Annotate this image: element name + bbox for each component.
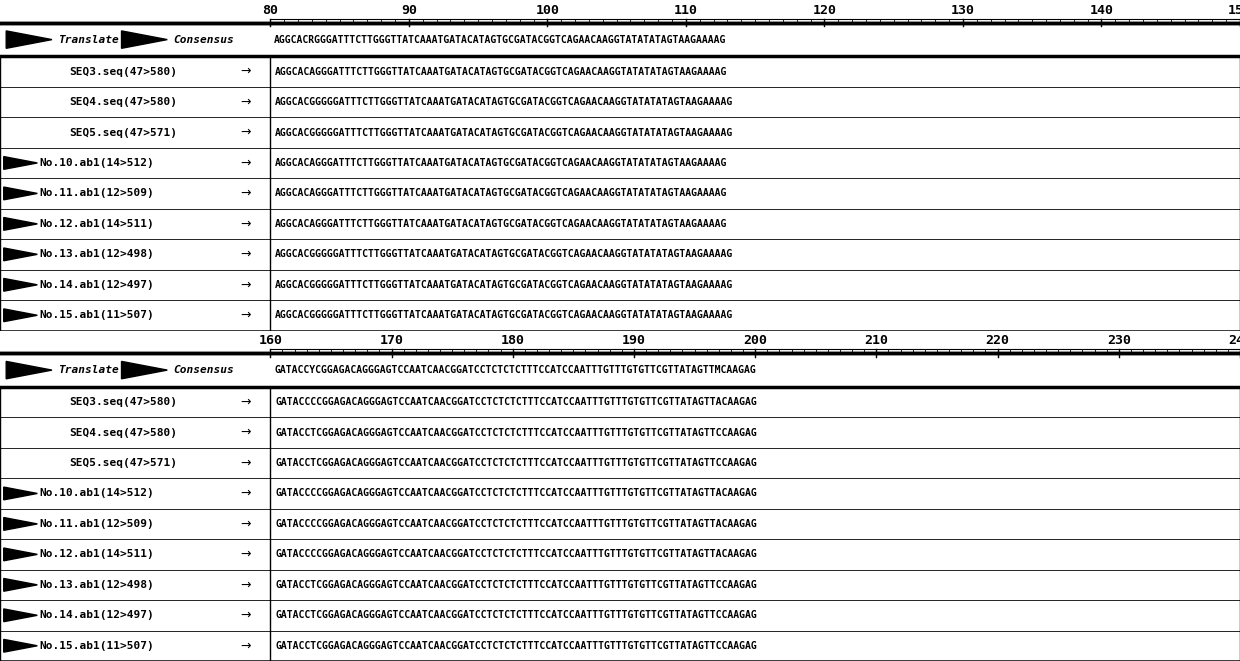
Text: →: →	[241, 248, 250, 261]
Text: AGGCACAGGGATTTCTTGGGTTATCAAATGATACATAGTGCGATACGGTCAGAACAAGGTATATATAGTAAGAAAAG: AGGCACAGGGATTTCTTGGGTTATCAAATGATACATAGTG…	[275, 67, 728, 77]
Text: 210: 210	[864, 334, 888, 348]
Text: SEQ3.seq(47>580): SEQ3.seq(47>580)	[68, 67, 177, 77]
Polygon shape	[4, 639, 37, 652]
Text: →: →	[241, 278, 250, 292]
Text: →: →	[241, 96, 250, 108]
Text: Consensus: Consensus	[174, 365, 234, 375]
Text: →: →	[241, 518, 250, 530]
Text: GATACCTCGGAGACAGGGAGTCCAATCAACGGATCCTCTCTCTTTCCATCCAATTTGTTTGTGTTCGTTATAGTTCCAAG: GATACCTCGGAGACAGGGAGTCCAATCAACGGATCCTCTC…	[275, 458, 758, 468]
Text: AGGCACRGGGATTTCTTGGGTTATCAAATGATACATAGTGCGATACGGTCAGAACAAGGTATATATAGTAAGAAAAG: AGGCACRGGGATTTCTTGGGTTATCAAATGATACATAGTG…	[274, 34, 727, 44]
Text: SEQ5.seq(47>571): SEQ5.seq(47>571)	[68, 128, 177, 137]
Text: 100: 100	[536, 4, 559, 17]
Text: Consensus: Consensus	[174, 34, 234, 44]
Text: 230: 230	[1107, 334, 1131, 348]
Text: AGGCACAGGGATTTCTTGGGTTATCAAATGATACATAGTGCGATACGGTCAGAACAAGGTATATATAGTAAGAAAAG: AGGCACAGGGATTTCTTGGGTTATCAAATGATACATAGTG…	[275, 219, 728, 229]
Text: →: →	[241, 548, 250, 561]
Text: No.14.ab1(12>497): No.14.ab1(12>497)	[40, 280, 155, 290]
Text: GATACCCCGGAGACAGGGAGTCCAATCAACGGATCCTCTCTCTTTCCATCCAATTTGTTTGTGTTCGTTATAGTTACAAG: GATACCCCGGAGACAGGGAGTCCAATCAACGGATCCTCTC…	[275, 488, 758, 498]
Text: 120: 120	[812, 4, 837, 17]
Polygon shape	[4, 548, 37, 561]
Text: GATACCTCGGAGACAGGGAGTCCAATCAACGGATCCTCTCTCTTTCCATCCAATTTGTTTGTGTTCGTTATAGTTCCAAG: GATACCTCGGAGACAGGGAGTCCAATCAACGGATCCTCTC…	[275, 610, 758, 620]
Polygon shape	[6, 362, 52, 379]
Text: No.11.ab1(12>509): No.11.ab1(12>509)	[40, 188, 155, 198]
Text: →: →	[241, 578, 250, 592]
Text: →: →	[241, 187, 250, 200]
Text: →: →	[241, 126, 250, 139]
Polygon shape	[4, 187, 37, 200]
Text: 200: 200	[743, 334, 768, 348]
Text: AGGCACGGGGGATTTCTTGGGTTATCAAATGATACATAGTGCGATACGGTCAGAACAAGGTATATATAGTAAGAAAAG: AGGCACGGGGGATTTCTTGGGTTATCAAATGATACATAGT…	[275, 128, 734, 137]
Polygon shape	[4, 487, 37, 500]
Text: →: →	[241, 639, 250, 652]
Text: No.12.ab1(14>511): No.12.ab1(14>511)	[40, 219, 155, 229]
Text: AGGCACAGGGATTTCTTGGGTTATCAAATGATACATAGTGCGATACGGTCAGAACAAGGTATATATAGTAAGAAAAG: AGGCACAGGGATTTCTTGGGTTATCAAATGATACATAGTG…	[275, 158, 728, 168]
Polygon shape	[4, 578, 37, 591]
Text: No.11.ab1(12>509): No.11.ab1(12>509)	[40, 519, 155, 529]
Text: No.15.ab1(11>507): No.15.ab1(11>507)	[40, 310, 155, 321]
Text: GATACCCCGGAGACAGGGAGTCCAATCAACGGATCCTCTCTCTTTCCATCCAATTTGTTTGTGTTCGTTATAGTTACAAG: GATACCCCGGAGACAGGGAGTCCAATCAACGGATCCTCTC…	[275, 519, 758, 529]
Text: Translate: Translate	[58, 34, 119, 44]
Text: GATACCTCGGAGACAGGGAGTCCAATCAACGGATCCTCTCTCTTTCCATCCAATTTGTTTGTGTTCGTTATAGTTCCAAG: GATACCTCGGAGACAGGGAGTCCAATCAACGGATCCTCTC…	[275, 641, 758, 651]
Text: 110: 110	[673, 4, 698, 17]
Text: AGGCACAGGGATTTCTTGGGTTATCAAATGATACATAGTGCGATACGGTCAGAACAAGGTATATATAGTAAGAAAAG: AGGCACAGGGATTTCTTGGGTTATCAAATGATACATAGTG…	[275, 188, 728, 198]
Text: →: →	[241, 157, 250, 169]
Polygon shape	[4, 157, 37, 169]
Polygon shape	[4, 609, 37, 622]
Text: GATACCYCGGAGACAGGGAGTCCAATCAACGGATCCTCTCTCTTTCCATCCAATTTGTTTGTGTTCGTTATAGTTMCAAG: GATACCYCGGAGACAGGGAGTCCAATCAACGGATCCTCTC…	[274, 365, 756, 375]
Text: 130: 130	[951, 4, 975, 17]
Text: 240: 240	[1228, 334, 1240, 348]
Text: 220: 220	[986, 334, 1009, 348]
Text: GATACCTCGGAGACAGGGAGTCCAATCAACGGATCCTCTCTCTTTCCATCCAATTTGTTTGTGTTCGTTATAGTTCCAAG: GATACCTCGGAGACAGGGAGTCCAATCAACGGATCCTCTC…	[275, 580, 758, 590]
Text: →: →	[241, 426, 250, 439]
Text: AGGCACGGGGGATTTCTTGGGTTATCAAATGATACATAGTGCGATACGGTCAGAACAAGGTATATATAGTAAGAAAAG: AGGCACGGGGGATTTCTTGGGTTATCAAATGATACATAGT…	[275, 280, 734, 290]
Text: 170: 170	[379, 334, 403, 348]
Text: No.13.ab1(12>498): No.13.ab1(12>498)	[40, 580, 155, 590]
Polygon shape	[6, 31, 52, 48]
Polygon shape	[122, 362, 167, 379]
Text: AGGCACGGGGGATTTCTTGGGTTATCAAATGATACATAGTGCGATACGGTCAGAACAAGGTATATATAGTAAGAAAAG: AGGCACGGGGGATTTCTTGGGTTATCAAATGATACATAGT…	[275, 310, 734, 321]
Text: 90: 90	[401, 4, 417, 17]
Polygon shape	[4, 248, 37, 260]
Text: SEQ3.seq(47>580): SEQ3.seq(47>580)	[68, 397, 177, 407]
Text: GATACCCCGGAGACAGGGAGTCCAATCAACGGATCCTCTCTCTTTCCATCCAATTTGTTTGTGTTCGTTATAGTTACAAG: GATACCCCGGAGACAGGGAGTCCAATCAACGGATCCTCTC…	[275, 397, 758, 407]
Text: SEQ4.seq(47>580): SEQ4.seq(47>580)	[68, 97, 177, 107]
Text: 80: 80	[263, 4, 278, 17]
Polygon shape	[4, 518, 37, 530]
Text: →: →	[241, 217, 250, 231]
Text: GATACCCCGGAGACAGGGAGTCCAATCAACGGATCCTCTCTCTTTCCATCCAATTTGTTTGTGTTCGTTATAGTTACAAG: GATACCCCGGAGACAGGGAGTCCAATCAACGGATCCTCTC…	[275, 549, 758, 559]
Text: 190: 190	[622, 334, 646, 348]
Text: No.12.ab1(14>511): No.12.ab1(14>511)	[40, 549, 155, 559]
Text: 140: 140	[1090, 4, 1114, 17]
Polygon shape	[4, 278, 37, 292]
Text: No.10.ab1(14>512): No.10.ab1(14>512)	[40, 488, 155, 498]
Text: AGGCACGGGGGATTTCTTGGGTTATCAAATGATACATAGTGCGATACGGTCAGAACAAGGTATATATAGTAAGAAAAG: AGGCACGGGGGATTTCTTGGGTTATCAAATGATACATAGT…	[275, 97, 734, 107]
Text: →: →	[241, 487, 250, 500]
Text: →: →	[241, 65, 250, 78]
Text: SEQ5.seq(47>571): SEQ5.seq(47>571)	[68, 458, 177, 468]
Polygon shape	[4, 309, 37, 322]
Polygon shape	[122, 31, 167, 48]
Text: No.14.ab1(12>497): No.14.ab1(12>497)	[40, 610, 155, 620]
Text: SEQ4.seq(47>580): SEQ4.seq(47>580)	[68, 428, 177, 438]
Text: →: →	[241, 609, 250, 622]
Text: 150: 150	[1228, 4, 1240, 17]
Text: →: →	[241, 395, 250, 408]
Text: No.15.ab1(11>507): No.15.ab1(11>507)	[40, 641, 155, 651]
Polygon shape	[4, 217, 37, 230]
Text: Translate: Translate	[58, 365, 119, 375]
Text: AGGCACGGGGGATTTCTTGGGTTATCAAATGATACATAGTGCGATACGGTCAGAACAAGGTATATATAGTAAGAAAAG: AGGCACGGGGGATTTCTTGGGTTATCAAATGATACATAGT…	[275, 249, 734, 259]
Text: 160: 160	[258, 334, 283, 348]
Text: 180: 180	[501, 334, 525, 348]
Text: No.13.ab1(12>498): No.13.ab1(12>498)	[40, 249, 155, 259]
Text: GATACCTCGGAGACAGGGAGTCCAATCAACGGATCCTCTCTCTTTCCATCCAATTTGTTTGTGTTCGTTATAGTTCCAAG: GATACCTCGGAGACAGGGAGTCCAATCAACGGATCCTCTC…	[275, 428, 758, 438]
Text: No.10.ab1(14>512): No.10.ab1(14>512)	[40, 158, 155, 168]
Text: →: →	[241, 457, 250, 469]
Text: →: →	[241, 309, 250, 322]
